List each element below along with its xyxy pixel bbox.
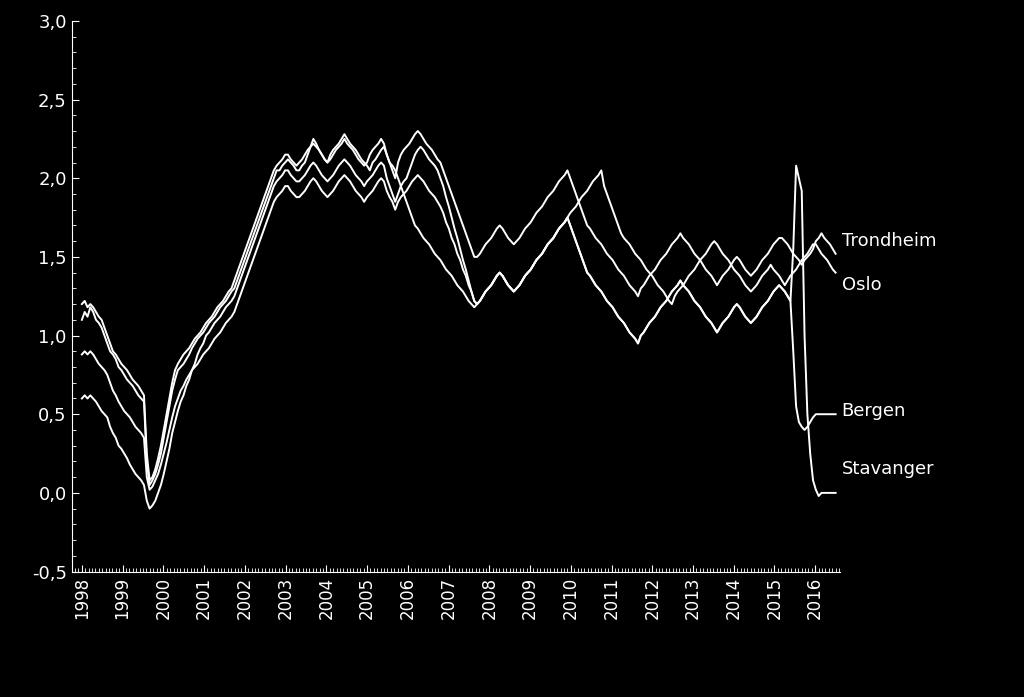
- Text: Oslo: Oslo: [842, 276, 882, 294]
- Text: Trondheim: Trondheim: [842, 232, 936, 250]
- Text: Bergen: Bergen: [842, 402, 906, 420]
- Text: Stavanger: Stavanger: [842, 460, 934, 478]
